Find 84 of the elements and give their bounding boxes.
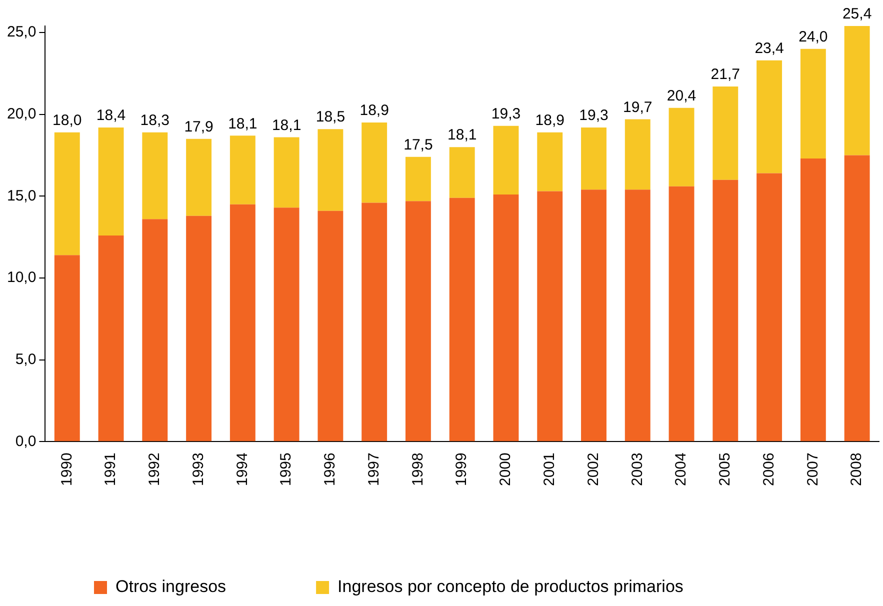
bar <box>712 86 738 180</box>
bar <box>230 204 256 442</box>
annotation: 17,5 <box>404 136 433 154</box>
bar <box>318 210 344 442</box>
bar <box>756 173 782 442</box>
bar <box>405 156 431 202</box>
annotation: 20,4 <box>666 87 696 104</box>
annotation: 21,7 <box>710 66 740 84</box>
x-tick-label: 1990 <box>58 452 76 486</box>
annotation: 19,3 <box>491 105 521 122</box>
x-tick-label: 2005 <box>716 452 734 486</box>
bar <box>142 219 168 442</box>
bar <box>624 119 650 190</box>
bar <box>98 235 124 442</box>
x-tick-label: 2007 <box>804 452 822 486</box>
bar <box>230 136 256 204</box>
bar <box>581 190 606 442</box>
bar <box>362 122 388 203</box>
x-tick-label: 1994 <box>234 452 251 486</box>
annotation: 18,1 <box>228 115 258 132</box>
bar <box>493 126 519 195</box>
annotation: 18,9 <box>360 102 389 120</box>
bar <box>186 138 212 216</box>
bar <box>668 108 694 186</box>
bar <box>624 190 650 442</box>
x-tick-label: 1992 <box>146 452 164 486</box>
annotation: 17,9 <box>184 118 214 136</box>
y-tick-label: 10,0 <box>6 269 36 286</box>
bar <box>712 180 738 442</box>
bar <box>844 155 870 442</box>
bar <box>449 147 475 198</box>
bar <box>449 198 475 442</box>
annotation: 19,7 <box>623 98 652 116</box>
x-tick-label: 2004 <box>672 452 690 486</box>
x-tick-label: 2002 <box>584 452 602 486</box>
x-tick-label: 2006 <box>760 452 778 486</box>
bar <box>54 255 80 442</box>
bar <box>186 216 212 442</box>
x-tick-label: 1991 <box>102 452 120 486</box>
x-tick-label: 2008 <box>848 452 866 486</box>
x-tick-label: 2001 <box>541 452 558 486</box>
bar <box>318 129 344 211</box>
x-tick-label: 1993 <box>190 452 207 486</box>
bar <box>800 48 826 159</box>
annotation: 25,4 <box>842 6 872 23</box>
bar <box>756 60 782 174</box>
bar <box>98 127 124 236</box>
annotation: 18,4 <box>96 107 126 124</box>
annotation: 18,5 <box>316 108 346 126</box>
legend-label: Otros ingresos <box>116 577 226 596</box>
y-tick-label: 25,0 <box>6 24 36 41</box>
x-tick-label: 1995 <box>278 452 295 486</box>
x-tick-label: 1997 <box>365 452 382 486</box>
annotation: 24,0 <box>798 28 828 46</box>
annotation: 18,1 <box>447 126 477 144</box>
y-tick-label: 0,0 <box>15 432 36 450</box>
annotation: 19,3 <box>579 107 608 124</box>
bar <box>537 191 563 442</box>
bar <box>142 132 168 220</box>
annotation: 18,3 <box>140 112 170 130</box>
annotation: 23,4 <box>754 40 784 58</box>
x-tick-label: 2003 <box>628 452 646 486</box>
y-tick-label: 5,0 <box>15 350 36 368</box>
bar <box>493 194 519 442</box>
bar <box>844 26 870 156</box>
x-tick-label: 1998 <box>409 452 426 486</box>
y-tick-label: 20,0 <box>6 106 36 123</box>
bar <box>274 137 300 208</box>
x-tick-label: 1996 <box>322 452 339 486</box>
x-tick-label: 1999 <box>453 452 470 486</box>
annotation: 18,1 <box>272 116 302 134</box>
bar <box>405 201 431 442</box>
bar <box>800 158 826 442</box>
x-tick-label: 2000 <box>497 452 514 486</box>
bar <box>537 132 563 192</box>
bar <box>54 132 80 256</box>
legend-label: Ingresos por concepto de productos primarios <box>338 577 684 596</box>
bar <box>668 186 694 442</box>
annotation: 18,0 <box>52 112 82 130</box>
y-tick-label: 15,0 <box>6 187 36 204</box>
annotation: 18,9 <box>535 112 564 130</box>
bar <box>581 127 606 190</box>
bar <box>362 202 388 442</box>
bar <box>274 208 300 442</box>
